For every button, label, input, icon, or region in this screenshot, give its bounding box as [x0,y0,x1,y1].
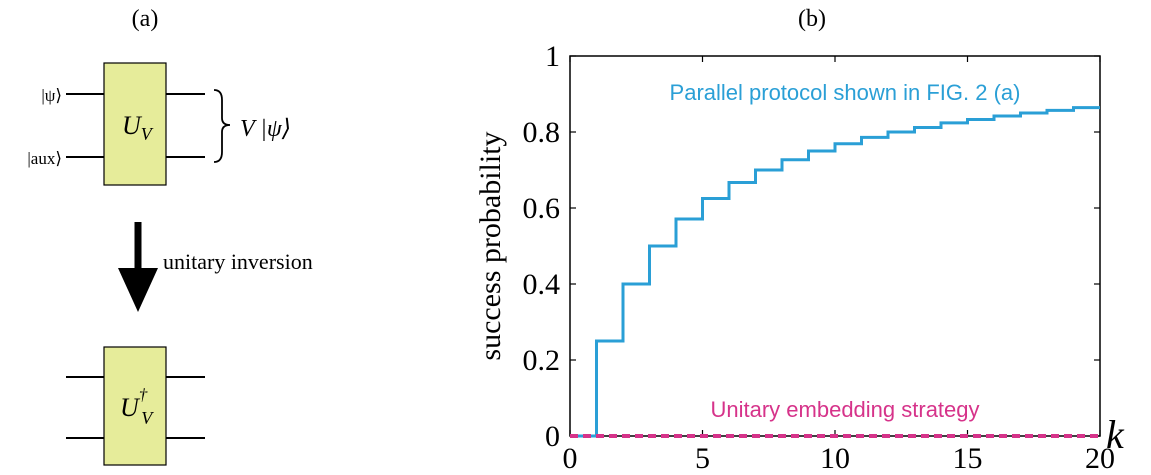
x-tick-label: 5 [695,442,710,475]
series-label-parallel-protocol: Parallel protocol shown in FIG. 2 (a) [670,80,1021,105]
input-state-label: |ψ⟩ [41,86,62,105]
output-state-label: V |ψ⟩ [240,116,291,142]
ancilla-state-label: |aux⟩ [27,149,62,168]
panel-b-label: (b) [798,6,826,32]
y-tick-label: 0.6 [523,192,561,225]
series-line-parallel-protocol [570,106,1100,438]
output-brace [213,89,231,163]
series-label-unitary-embedding: Unitary embedding strategy [710,397,979,422]
x-tick-label: 20 [1085,442,1115,475]
circuit-panel: (a) |ψ⟩ |aux⟩ UV V |ψ⟩ unitary inversion… [27,6,313,466]
unitary-gate-label: UV [122,111,154,144]
inversion-arrow-head [118,268,158,312]
y-tick-label: 0 [545,420,560,453]
y-tick-label: 0.4 [523,268,561,301]
inverse-gate-label: U† V [120,385,154,428]
y-tick-label: 0.8 [523,116,561,149]
x-tick-label: 0 [563,442,578,475]
panel-a-label: (a) [132,6,159,32]
x-tick-label: 10 [820,442,850,475]
unitary-gate-box [103,62,167,186]
y-tick-label: 0.2 [523,344,561,377]
inverse-gate-box [103,346,167,466]
x-axis-label: k [1106,412,1125,457]
chart-plot-area: 0 5 10 15 20 0 0.2 0.4 0.6 0.8 1 success probabilit… [474,40,1125,475]
y-axis-label: success probability [474,131,507,360]
y-tick-label: 1 [545,40,560,73]
success-probability-chart: (b) 0 5 10 15 20 0 0.2 0.4 0.6 0.8 1 success probab… [474,6,1125,475]
x-tick-label: 15 [953,442,983,475]
inversion-arrow-label: unitary inversion [163,249,313,274]
